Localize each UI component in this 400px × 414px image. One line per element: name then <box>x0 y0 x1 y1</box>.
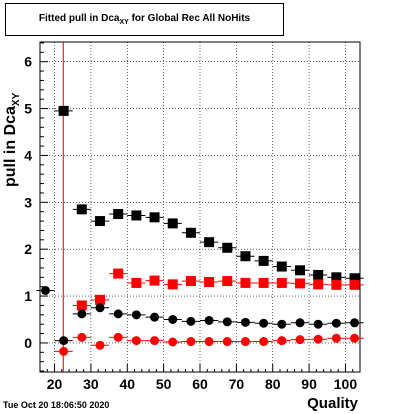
data-point-square <box>222 242 233 253</box>
data-point-circle <box>259 318 269 328</box>
data-point-square <box>95 216 105 227</box>
data-point-square <box>149 212 160 223</box>
data-point-circle <box>350 318 360 328</box>
timestamp: Tue Oct 20 18:06:50 2020 <box>3 400 110 410</box>
data-point-square <box>131 277 142 288</box>
data-point-circle <box>77 332 87 342</box>
data-point-circle <box>131 310 141 320</box>
x-tick-label: 60 <box>192 376 208 392</box>
data-point-circle <box>113 309 123 319</box>
data-point-circle <box>295 335 305 345</box>
y-tick-label: 1 <box>24 288 32 304</box>
data-point-circle <box>95 303 105 313</box>
data-point-circle <box>168 315 178 324</box>
x-tick-label: 50 <box>156 376 172 392</box>
data-point-square <box>167 218 178 229</box>
data-point-circle <box>186 337 196 347</box>
y-tick-label: 0 <box>24 335 32 351</box>
data-point-circle <box>331 318 341 328</box>
y-axis-label-main: pull in Dca <box>2 106 19 187</box>
data-point-circle <box>222 337 232 347</box>
x-tick-label: 90 <box>301 376 317 392</box>
data-point-square <box>240 277 251 288</box>
y-tick-label: 6 <box>24 54 32 70</box>
data-point-circle <box>240 337 250 347</box>
x-tick-label: 40 <box>119 376 135 392</box>
x-tick-label: 30 <box>83 376 99 392</box>
data-point-square <box>95 294 105 305</box>
data-point-square <box>76 300 87 311</box>
data-point-circle <box>313 319 323 329</box>
y-tick-label: 3 <box>24 194 32 210</box>
data-point-circle <box>186 316 196 326</box>
data-point-square <box>331 279 342 290</box>
x-axis-label: Quality <box>307 395 358 412</box>
data-point-circle <box>222 317 232 327</box>
data-point-circle <box>277 319 287 329</box>
x-tick-label: 20 <box>47 376 63 392</box>
data-point-square <box>295 265 305 276</box>
data-point-square <box>331 272 342 283</box>
data-point-circle <box>40 285 50 295</box>
y-tick-label: 2 <box>24 241 32 257</box>
data-point-circle <box>150 312 160 322</box>
data-point-square <box>167 279 178 290</box>
data-point-square <box>58 105 69 116</box>
chart-title-main: Fitted pull in Dca <box>38 13 120 24</box>
data-point-square <box>313 269 324 280</box>
data-point-circle <box>77 309 87 319</box>
data-point-square <box>349 279 360 290</box>
data-point-square <box>131 210 142 221</box>
data-point-square <box>185 227 196 238</box>
data-point-circle <box>59 336 69 346</box>
x-tick-label: 100 <box>334 376 358 392</box>
data-point-circle <box>131 336 141 346</box>
data-point-circle <box>204 337 214 347</box>
data-point-square <box>276 261 287 272</box>
data-point-square <box>113 209 124 220</box>
data-point-square <box>76 204 87 215</box>
data-point-square <box>185 276 196 287</box>
data-point-circle <box>113 332 123 342</box>
data-point-circle <box>277 336 287 346</box>
x-tick-label: 70 <box>229 376 245 392</box>
data-point-circle <box>59 346 69 356</box>
data-point-circle <box>168 337 178 347</box>
data-point-circle <box>204 315 214 325</box>
chart-title: Fitted pull in DcaXY for Global Rec All … <box>6 13 283 26</box>
data-point-circle <box>295 318 305 328</box>
data-point-square <box>258 277 269 288</box>
y-tick-label: 4 <box>24 147 32 163</box>
data-point-circle <box>350 333 360 343</box>
data-point-square <box>222 276 233 287</box>
data-point-circle <box>150 336 160 346</box>
data-point-square <box>295 278 305 289</box>
y-axis-label-subscript: XY <box>11 92 23 107</box>
data-point-square <box>204 237 215 248</box>
data-point-circle <box>259 337 269 347</box>
data-point-square <box>113 268 124 279</box>
data-point-square <box>313 279 324 290</box>
data-point-square <box>204 277 215 287</box>
data-point-square <box>258 255 269 266</box>
data-point-circle <box>240 317 250 327</box>
data-point-circle <box>331 333 341 343</box>
chart-title-box: Fitted pull in DcaXY for Global Rec All … <box>5 3 284 36</box>
data-point-square <box>276 277 287 288</box>
chart-title-tail: for Global Rec All NoHits <box>128 13 251 24</box>
data-point-square <box>240 251 251 262</box>
data-point-circle <box>313 334 323 344</box>
data-point-square <box>149 275 160 286</box>
data-point-square <box>349 273 360 284</box>
data-point-circle <box>95 340 105 350</box>
chart-title-subscript: XY <box>119 19 129 26</box>
y-tick-label: 5 <box>24 101 32 117</box>
x-tick-label: 80 <box>265 376 281 392</box>
